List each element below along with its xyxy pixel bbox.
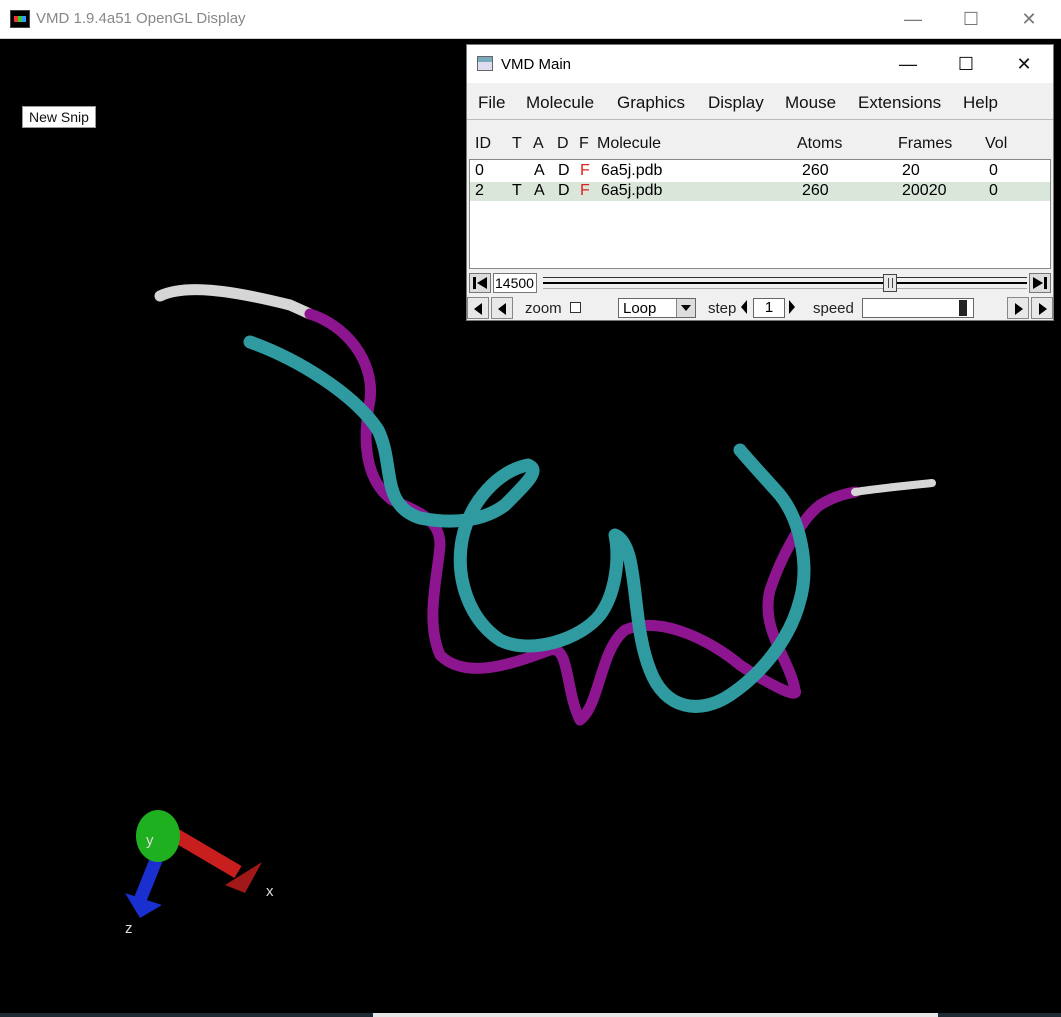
zoom-checkbox[interactable] — [570, 302, 581, 313]
step-increment-button[interactable] — [789, 300, 795, 314]
col-top[interactable]: T — [512, 135, 522, 152]
mol-vol: 0 — [989, 162, 998, 179]
mol-fixed-flag[interactable]: F — [580, 162, 590, 179]
molecule-list-header: ID T A D F Molecule Atoms Frames Vol — [467, 135, 1053, 157]
molecule-list[interactable]: 0 A D F 6a5j.pdb 260 20 0 2 T A D F 6a5j… — [469, 159, 1051, 269]
goto-start-button[interactable] — [469, 273, 491, 293]
menu-mouse[interactable]: Mouse — [785, 93, 837, 112]
vmd-main-title: VMD Main — [501, 56, 572, 73]
menubar: File Molecule Graphics Display Mouse Ext… — [467, 85, 1053, 120]
playback-controls: zoom Loop step 1 speed — [467, 297, 1053, 319]
col-molecule[interactable]: Molecule — [597, 135, 662, 152]
step-forward-button[interactable] — [1031, 297, 1053, 319]
mol-name: 6a5j.pdb — [601, 182, 663, 199]
axis-label-x: x — [266, 883, 274, 900]
cyan-backbone-strand — [243, 335, 811, 713]
menu-molecule[interactable]: Molecule — [526, 93, 595, 112]
loop-mode-select[interactable]: Loop — [618, 298, 696, 318]
opengl-titlebar: VMD 1.9.4a51 OpenGL Display — ☐ ✕ — [0, 0, 1061, 39]
vmd-app-icon — [10, 10, 30, 28]
minimize-button[interactable]: — — [904, 9, 922, 29]
menu-help[interactable]: Help — [963, 93, 998, 112]
loop-mode-value: Loop — [623, 300, 657, 317]
col-frames[interactable]: Frames — [898, 135, 953, 152]
col-drawn[interactable]: D — [557, 135, 569, 152]
axis-label-z: z — [125, 920, 133, 937]
taskbar-strip — [0, 1013, 1061, 1017]
col-vol[interactable]: Vol — [985, 135, 1008, 152]
mol-name: 6a5j.pdb — [601, 162, 663, 179]
molecule-row[interactable]: 2 T A D F 6a5j.pdb 260 20020 0 — [470, 182, 1050, 201]
mol-active-flag[interactable]: A — [534, 162, 545, 179]
chevron-down-icon — [676, 299, 695, 317]
skip-end-icon — [1033, 277, 1047, 289]
mol-id: 0 — [475, 162, 484, 179]
play-forward-button[interactable] — [1007, 297, 1029, 319]
menu-display[interactable]: Display — [708, 93, 764, 112]
vmd-main-titlebar: VMD Main — ☐ ✕ — [467, 45, 1053, 83]
close-button[interactable]: ✕ — [1021, 9, 1037, 29]
speed-label: speed — [813, 300, 854, 317]
vmd-main-window: VMD Main — ☐ ✕ File Molecule Graphics Di… — [466, 44, 1054, 321]
step-label: step — [708, 300, 737, 317]
col-active[interactable]: A — [533, 135, 544, 152]
close-button[interactable]: ✕ — [1016, 54, 1032, 74]
frame-slider[interactable] — [543, 277, 1027, 289]
step-decrement-button[interactable] — [741, 300, 747, 314]
molecule-row[interactable]: 0 A D F 6a5j.pdb 260 20 0 — [470, 162, 1050, 181]
col-fixed[interactable]: F — [579, 135, 589, 152]
mol-atoms: 260 — [802, 162, 829, 179]
mol-fixed-flag[interactable]: F — [580, 182, 590, 199]
mol-active-flag[interactable]: A — [534, 182, 545, 199]
axes-indicator: y x z — [125, 810, 274, 937]
menu-graphics[interactable]: Graphics — [617, 93, 686, 112]
mol-drawn-flag[interactable]: D — [558, 162, 570, 179]
mol-top-flag[interactable]: T — [512, 182, 522, 199]
maximize-button[interactable]: ☐ — [957, 54, 975, 74]
axis-label-y: y — [146, 832, 154, 849]
step-field[interactable]: 1 — [753, 298, 785, 318]
zoom-label: zoom — [525, 300, 562, 317]
maximize-button[interactable]: ☐ — [962, 9, 980, 29]
mol-frames: 20020 — [902, 182, 947, 199]
menu-extensions[interactable]: Extensions — [858, 93, 942, 112]
frame-timeline: 14500 — [469, 273, 1051, 295]
opengl-window-title: VMD 1.9.4a51 OpenGL Display — [36, 10, 246, 27]
mol-id: 2 — [475, 182, 484, 199]
window-icon — [477, 56, 493, 71]
mol-drawn-flag[interactable]: D — [558, 182, 570, 199]
current-frame-field[interactable]: 14500 — [493, 273, 537, 293]
col-atoms[interactable]: Atoms — [797, 135, 843, 152]
skip-start-icon — [473, 277, 487, 289]
new-snip-button[interactable]: New Snip — [22, 106, 96, 128]
goto-end-button[interactable] — [1029, 273, 1051, 293]
col-id[interactable]: ID — [475, 135, 491, 152]
mol-vol: 0 — [989, 182, 998, 199]
menu-file[interactable]: File — [478, 93, 506, 112]
speed-slider-thumb[interactable] — [959, 300, 967, 316]
step-back-button[interactable] — [467, 297, 489, 319]
mol-frames: 20 — [902, 162, 920, 179]
purple-backbone-strand — [304, 308, 861, 726]
terminal-segment-left — [154, 284, 316, 320]
speed-slider[interactable] — [862, 298, 974, 318]
play-reverse-button[interactable] — [491, 297, 513, 319]
minimize-button[interactable]: — — [899, 54, 917, 74]
terminal-segment-right — [851, 479, 936, 496]
mol-atoms: 260 — [802, 182, 829, 199]
frame-slider-thumb[interactable] — [883, 274, 898, 292]
background-window-peek — [373, 1013, 938, 1017]
